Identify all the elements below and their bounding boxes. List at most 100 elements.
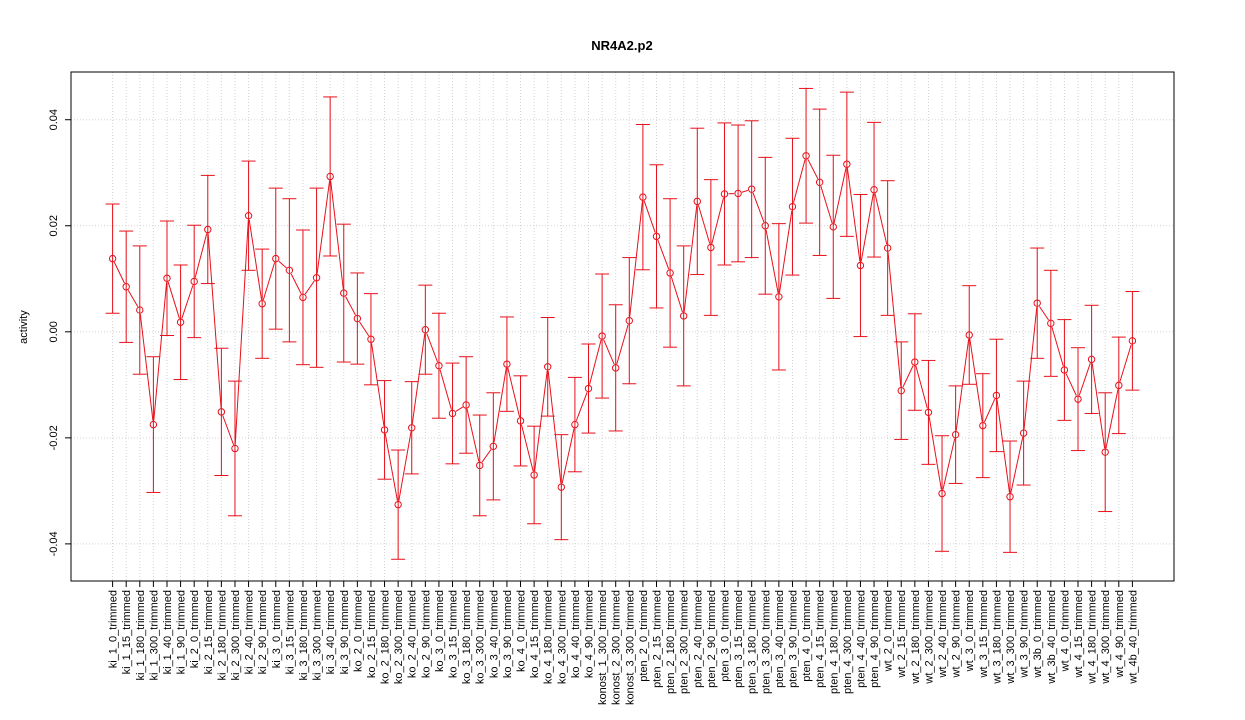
x-tick-label: pten_2_90_trimmed [706, 590, 718, 688]
data-point [476, 461, 484, 470]
data-point [503, 360, 511, 368]
x-tick-label: ko_2_90_trimmed [420, 590, 432, 678]
line-segment [371, 343, 385, 427]
data-point [584, 384, 593, 393]
line-segment [345, 296, 356, 316]
data-point [557, 483, 566, 491]
line-segment [1091, 363, 1106, 449]
x-tick-label: wt_4_90_trimmed [1114, 590, 1126, 678]
line-segment [384, 433, 398, 501]
x-tick-label: ko_4_40_trimmed [570, 590, 582, 678]
line-segment [493, 368, 507, 443]
x-tick-label: pten_2_15_trimmed [651, 590, 663, 688]
line-segment [534, 370, 548, 472]
error-bar [268, 187, 283, 330]
x-tick-label: ko_3_15_trimmed [448, 590, 460, 678]
data-point [353, 314, 362, 323]
error-bar [989, 338, 1004, 453]
line-segment [1065, 373, 1077, 396]
data-point [856, 261, 865, 270]
x-tick-label: pten_3_300_trimmed [760, 590, 772, 694]
data-point [747, 185, 756, 193]
line-segment [466, 408, 480, 462]
y-tick-label: 0.02 [48, 215, 60, 236]
data-point [190, 277, 198, 286]
data-point [938, 489, 946, 498]
line-segment [398, 431, 412, 501]
x-tick-label: pten_3_0_trimmed [719, 590, 731, 682]
x-tick-label: wt_3_300_trimmed [1005, 590, 1017, 685]
data-point [1047, 319, 1055, 328]
data-point [1019, 429, 1028, 437]
x-tick-label: konost_3_300_trimmed [624, 590, 636, 705]
x-tick-label: pten_4_15_trimmed [815, 590, 827, 688]
error-bar [309, 187, 324, 368]
line-segment [616, 324, 629, 365]
line-segment [833, 168, 847, 224]
data-point [911, 358, 919, 366]
line-segment [181, 285, 194, 319]
x-tick-label: ko_3_40_trimmed [488, 590, 500, 678]
x-tick-label: wt_2_300_trimmed [923, 590, 935, 685]
line-segment [697, 205, 711, 244]
data-point [679, 312, 688, 320]
error-bar [295, 229, 310, 366]
data-point [1033, 299, 1041, 307]
error-bar [663, 198, 678, 348]
x-tick-label: pten_3_15_trimmed [733, 590, 745, 688]
data-point [176, 318, 185, 326]
error-bar [472, 414, 487, 517]
x-tick-label: ki_2_300_trimmed [230, 590, 242, 681]
data-point [448, 409, 457, 418]
data-point [530, 471, 538, 479]
data-point [340, 289, 348, 297]
line-segment [643, 200, 656, 233]
x-tick-label: ki_2_180_trimmed [216, 590, 228, 681]
error-bar [894, 341, 909, 440]
error-bar [567, 376, 582, 473]
data-point [149, 420, 158, 429]
error-bar [1084, 304, 1099, 414]
x-tick-label: wt_3_15_trimmed [978, 590, 990, 678]
line-segment [575, 392, 588, 422]
line-segment [547, 370, 562, 484]
line-segment [507, 367, 521, 418]
data-point [652, 232, 661, 241]
line-segment [222, 415, 235, 445]
data-point [897, 386, 905, 395]
data-point [1060, 366, 1069, 374]
data-point [625, 316, 633, 325]
line-segment [359, 321, 370, 337]
line-segment [657, 239, 670, 270]
data-point [802, 152, 810, 160]
line-segment [248, 219, 263, 300]
x-tick-label: wt_3b_40_trimmed [1046, 590, 1058, 685]
line-segment [127, 289, 139, 307]
x-tick-label: wt_4_0_trimmed [1059, 590, 1071, 672]
line-segment [711, 197, 724, 244]
line-segment [589, 339, 602, 385]
data-point [788, 202, 797, 211]
error-bar [527, 425, 542, 525]
x-tick-label: ki_1_0_trimmed [108, 590, 120, 668]
grid-lines [71, 72, 1174, 581]
data-point [244, 211, 253, 220]
line-segment [234, 219, 249, 445]
error-bar [200, 174, 215, 285]
error-bar [431, 312, 446, 419]
error-bar [459, 356, 474, 454]
error-bar [445, 362, 460, 465]
error-bar [540, 316, 555, 417]
x-tick-label: ko_4_180_trimmed [543, 590, 555, 684]
data-point [516, 417, 525, 425]
error-bar [513, 375, 528, 467]
error-bar [649, 164, 664, 309]
error-bar [975, 373, 990, 479]
x-tick-label: ko_4_300_trimmed [556, 590, 568, 684]
data-point [829, 223, 837, 231]
data-point [380, 426, 389, 434]
line-segment [481, 449, 492, 463]
x-tick-label: wt_3_90_trimmed [1019, 590, 1031, 678]
x-tick-label: wt_3_180_trimmed [991, 590, 1003, 685]
data-point [367, 335, 375, 343]
